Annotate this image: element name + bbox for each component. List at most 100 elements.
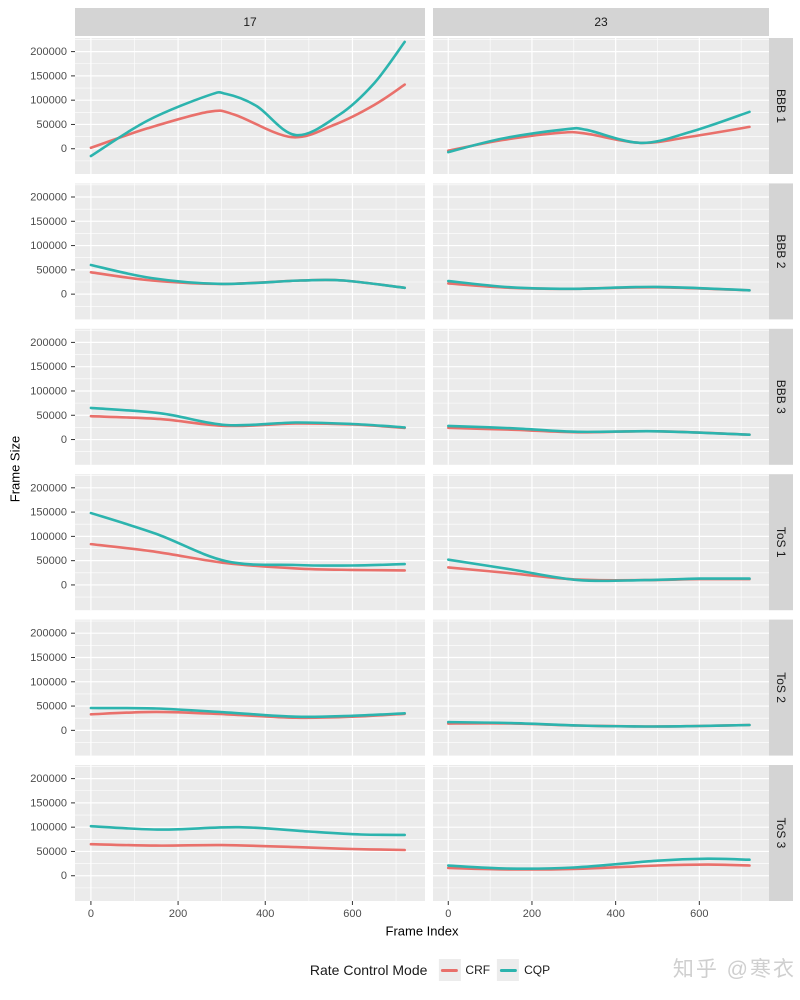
y-tick-label: 50000 <box>36 846 67 858</box>
y-axis-row-1: 0 50000 100000 150000 200000 <box>30 46 75 155</box>
y-axis-row-6: 0 50000 100000 150000 200000 <box>30 773 75 882</box>
y-tick-label: 50000 <box>36 119 67 131</box>
y-tick-label: 150000 <box>30 70 67 82</box>
facet-row-label: ToS 2 <box>774 672 788 703</box>
y-tick-label: 200000 <box>30 46 67 58</box>
y-tick-label: 50000 <box>36 701 67 713</box>
panel-ToS 1-17 <box>75 474 425 611</box>
panel-ToS 1-23 <box>433 474 769 611</box>
y-tick-label: 150000 <box>30 361 67 373</box>
legend-key-cqp <box>497 959 520 981</box>
line-CQP-ToS 1-23 <box>446 558 751 583</box>
line-CQP-BBB 2-23 <box>446 279 751 292</box>
x-tick-label: 600 <box>343 908 361 920</box>
x-axis-title: Frame Index <box>385 923 459 939</box>
line-CQP-BBB 3-17 <box>89 406 406 429</box>
facet-col-label: 23 <box>594 15 608 29</box>
y-tick-label: 200000 <box>30 192 67 204</box>
y-tick-label: 200000 <box>30 628 67 640</box>
y-tick-label: 100000 <box>30 240 67 252</box>
facet-row-label: ToS 3 <box>774 818 788 849</box>
y-tick-label: 100000 <box>30 531 67 543</box>
x-axis: 0 200 400 600 0 200 400 600 <box>88 901 709 920</box>
legend-item-cqp: CQP <box>497 959 550 981</box>
facet-row-strip-ToS 2: ToS 2 <box>769 619 793 756</box>
facet-row-label: ToS 1 <box>774 527 788 558</box>
line-CQP-ToS 3-23 <box>446 857 751 870</box>
y-tick-label: 50000 <box>36 410 67 422</box>
x-tick-label: 200 <box>523 908 541 920</box>
line-CRF-ToS 3-17 <box>89 842 406 852</box>
x-tick-label: 400 <box>606 908 624 920</box>
y-tick-label: 150000 <box>30 652 67 664</box>
y-axis-row-2: 0 50000 100000 150000 200000 <box>30 192 75 301</box>
facet-row-label: BBB 3 <box>774 380 788 414</box>
y-tick-label: 100000 <box>30 676 67 688</box>
y-tick-label: 0 <box>61 143 67 155</box>
line-CQP-ToS 2-23 <box>446 720 751 728</box>
facet-col-label: 17 <box>243 15 257 29</box>
y-tick-label: 100000 <box>30 822 67 834</box>
panel-BBB 1-17 <box>75 38 425 174</box>
facet-col-strip-23: 23 <box>433 8 769 36</box>
line-CQP-ToS 3-17 <box>89 824 406 837</box>
y-tick-label: 200000 <box>30 337 67 349</box>
facet-row-strip-BBB 3: BBB 3 <box>769 328 793 465</box>
facet-row-strip-BBB 1: BBB 1 <box>769 38 793 174</box>
y-tick-label: 0 <box>61 725 67 737</box>
legend-title: Rate Control Mode <box>309 962 428 978</box>
legend-label-cqp: CQP <box>524 963 551 977</box>
y-tick-label: 200000 <box>30 482 67 494</box>
panel-ToS 2-17 <box>75 619 425 756</box>
facet-row-strip-BBB 2: BBB 2 <box>769 183 793 320</box>
y-axis-row-5: 0 50000 100000 150000 200000 <box>30 628 75 737</box>
y-tick-label: 150000 <box>30 216 67 228</box>
facet-row-label: BBB 1 <box>774 89 788 123</box>
y-axis-row-4: 0 50000 100000 150000 200000 <box>30 482 75 591</box>
facet-col-strip-17: 17 <box>75 8 425 36</box>
y-tick-label: 50000 <box>36 555 67 567</box>
line-CRF-BBB 1-17 <box>89 83 406 150</box>
x-tick-label: 200 <box>169 908 187 920</box>
panel-ToS 3-17 <box>75 765 425 901</box>
panel-ToS 3-23 <box>433 765 769 901</box>
y-tick-label: 100000 <box>30 95 67 107</box>
panel-BBB 3-23 <box>433 328 769 465</box>
cqp-line-swatch-icon <box>499 968 517 972</box>
panel-BBB 2-23 <box>433 183 769 320</box>
y-tick-label: 50000 <box>36 264 67 276</box>
y-tick-label: 0 <box>61 289 67 301</box>
watermark: 知乎 @寒衣 <box>672 958 796 981</box>
legend: Rate Control Mode CRF CQP <box>310 959 550 981</box>
y-tick-label: 150000 <box>30 797 67 809</box>
line-CQP-ToS 2-17 <box>89 706 406 719</box>
panel-BBB 3-17 <box>75 328 425 465</box>
facet-row-label: BBB 2 <box>774 234 788 268</box>
line-CRF-ToS 1-17 <box>89 542 406 572</box>
legend-item-crf: CRF <box>438 959 490 981</box>
legend-label-crf: CRF <box>465 963 491 977</box>
y-tick-label: 0 <box>61 579 67 591</box>
y-tick-label: 100000 <box>30 385 67 397</box>
line-CQP-BBB 1-17 <box>89 40 406 158</box>
x-tick-label: 400 <box>256 908 274 920</box>
x-tick-label: 600 <box>690 908 708 920</box>
legend-key-crf <box>438 959 461 981</box>
panel-BBB 2-17 <box>75 183 425 320</box>
facet-row-strip-ToS 1: ToS 1 <box>769 474 793 611</box>
y-tick-label: 0 <box>61 870 67 882</box>
line-CQP-BBB 2-17 <box>89 263 406 290</box>
line-CQP-ToS 1-17 <box>89 511 406 567</box>
facet-row-strip-ToS 3: ToS 3 <box>769 765 793 901</box>
line-CQP-BBB 3-23 <box>446 424 751 436</box>
y-axis-title: Frame Size <box>7 435 23 503</box>
panel-BBB 1-23 <box>433 38 769 174</box>
x-tick-label: 0 <box>88 908 94 920</box>
x-tick-label: 0 <box>445 908 451 920</box>
line-CRF-BBB 1-23 <box>446 125 751 152</box>
y-tick-label: 0 <box>61 434 67 446</box>
crf-line-swatch-icon <box>440 968 458 972</box>
line-CQP-BBB 1-23 <box>446 110 751 154</box>
